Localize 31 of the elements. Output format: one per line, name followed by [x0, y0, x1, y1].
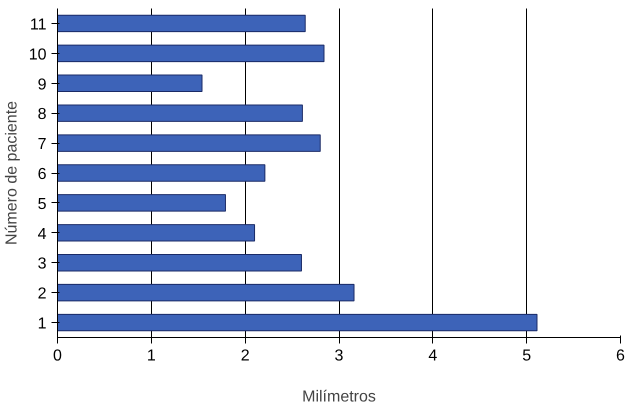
bar [58, 164, 266, 182]
y-tick-label: 5 [38, 196, 47, 213]
bar [58, 254, 302, 272]
y-tick-label: 9 [38, 76, 47, 94]
y-tick-label: 1 [38, 316, 47, 333]
y-tick-label: 6 [38, 166, 47, 183]
x-tick-label: 5 [522, 348, 532, 364]
x-tick-label: 3 [334, 348, 344, 364]
y-tick-label: 2 [38, 286, 47, 303]
x-tick-label: 6 [616, 348, 626, 364]
x-axis-title: Milímetros [302, 388, 376, 406]
bar [58, 284, 355, 302]
x-tick-label: 2 [240, 348, 250, 364]
x-tick-label: 4 [428, 348, 438, 364]
y-tick-label: 11 [30, 16, 47, 34]
y-tick-label: 4 [38, 226, 47, 243]
bar [58, 14, 306, 32]
y-axis-title: Número de paciente [4, 100, 21, 246]
bar [58, 314, 538, 332]
bar [58, 104, 303, 122]
bar [58, 194, 226, 212]
y-tick-label: 3 [38, 256, 47, 273]
y-tick-label: 8 [38, 106, 47, 124]
bar [58, 74, 203, 92]
bar [58, 224, 256, 242]
bar [58, 44, 324, 62]
bar [58, 134, 321, 152]
y-tick-label: 10 [28, 46, 47, 64]
x-tick-label: 0 [53, 348, 62, 364]
y-tick-label: 7 [38, 136, 47, 154]
x-tick-label: 1 [146, 348, 156, 364]
